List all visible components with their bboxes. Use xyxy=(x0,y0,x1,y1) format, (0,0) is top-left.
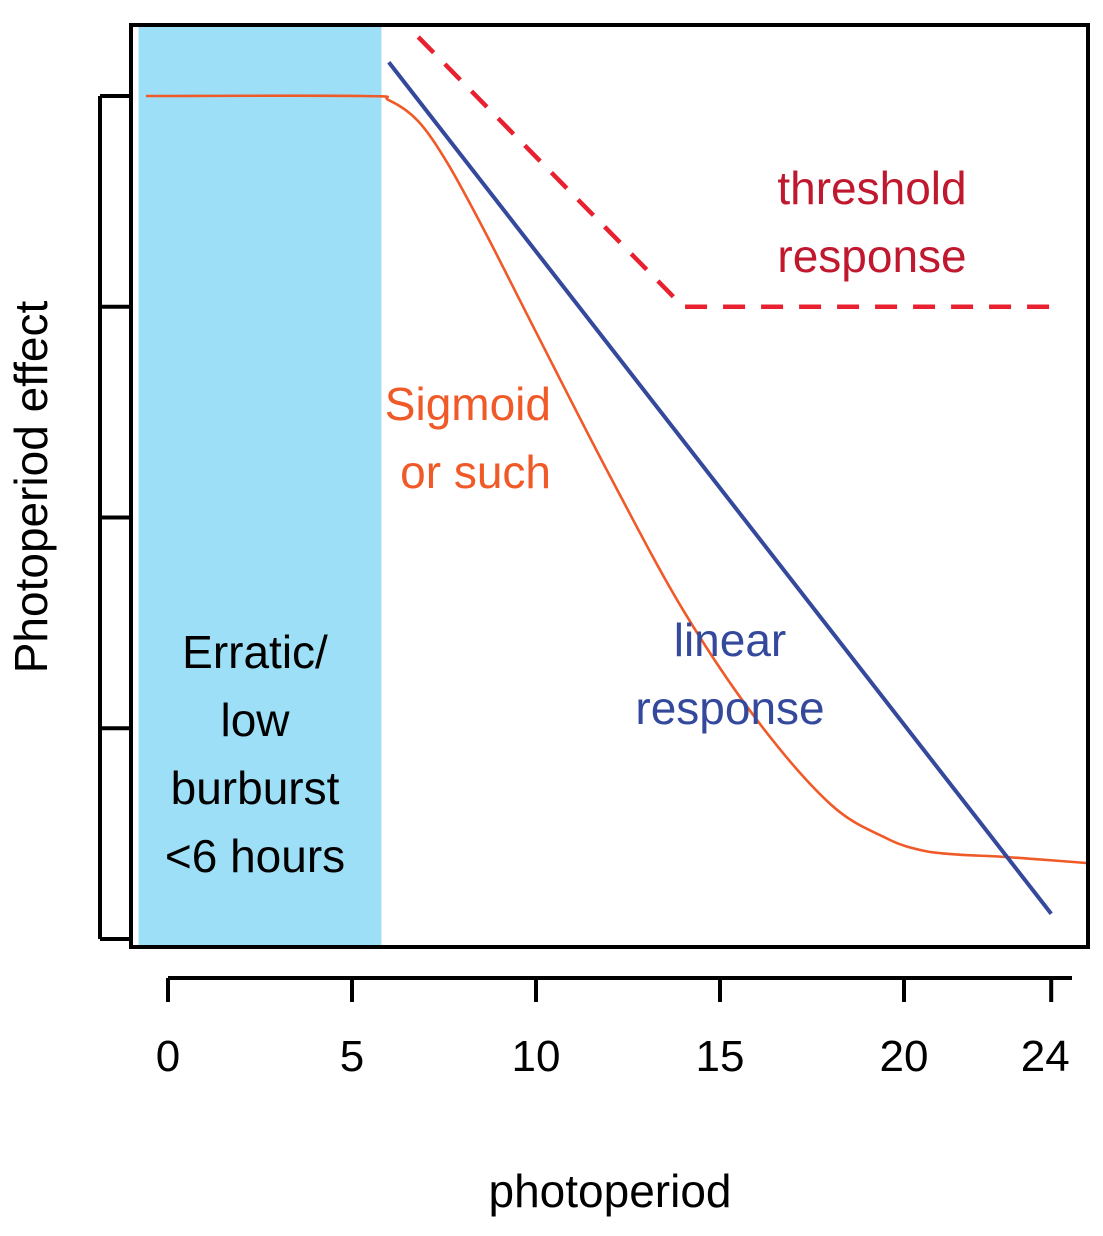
y-axis-title: Photoperiod effect xyxy=(5,301,57,674)
shaded-region-label: burburst xyxy=(171,762,340,814)
shaded-region-label: Erratic/ xyxy=(182,626,328,678)
series-linear-line xyxy=(387,61,1053,915)
series-linear-label: response xyxy=(635,682,824,734)
plot-frame xyxy=(129,23,1090,949)
series-threshold-line xyxy=(416,35,1052,309)
x-tick-label: 5 xyxy=(340,1032,364,1081)
series-sigmoid-label: or such xyxy=(400,446,551,498)
series-linear-label: linear xyxy=(674,614,787,666)
annotation-layer: Erratic/low burburst <6 hours Sigmoid or suc… xyxy=(165,162,967,882)
shaded-region xyxy=(138,27,382,945)
series-sigmoid-line xyxy=(145,94,1088,865)
shaded-region-label: <6 hours xyxy=(165,830,345,882)
x-tick-label: 24 xyxy=(1021,1032,1070,1081)
x-axis-title: photoperiod xyxy=(489,1165,732,1217)
x-tick-label: 20 xyxy=(880,1032,929,1081)
y-axis xyxy=(98,94,131,941)
series-threshold-label: threshold xyxy=(777,162,966,214)
shaded-region-label: low xyxy=(220,694,290,746)
x-axis: 0 5 10 15 20 24 xyxy=(156,976,1072,1081)
x-tick-label: 15 xyxy=(696,1032,745,1081)
shaded-region-layer xyxy=(138,27,382,945)
series-sigmoid-label: Sigmoid xyxy=(385,378,551,430)
series-threshold-label: response xyxy=(777,230,966,282)
x-tick-label: 0 xyxy=(156,1032,180,1081)
x-tick-label: 10 xyxy=(512,1032,561,1081)
series-layer xyxy=(145,35,1088,915)
